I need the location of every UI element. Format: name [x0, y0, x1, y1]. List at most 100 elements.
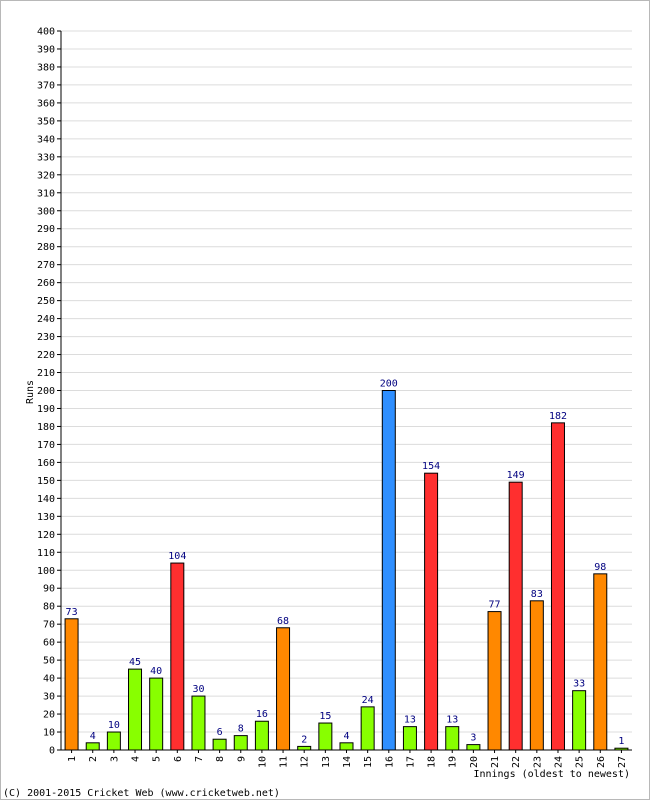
- bar-value-label: 13: [404, 715, 416, 726]
- x-axis-title: Innings (oldest to newest): [473, 769, 630, 780]
- bar-value-label: 16: [256, 709, 268, 720]
- y-tick-label: 190: [37, 404, 55, 415]
- x-tick-label: 22: [511, 756, 522, 768]
- bar: [212, 738, 227, 751]
- y-tick-label: 130: [37, 512, 55, 523]
- bar: [64, 618, 79, 751]
- y-tick-label: 230: [37, 332, 55, 343]
- bar-value-label: 182: [549, 411, 567, 422]
- x-tick-label: 13: [321, 756, 332, 768]
- y-tick-label: 330: [37, 152, 55, 163]
- y-tick-label: 50: [43, 656, 55, 667]
- x-tick-label: 3: [109, 756, 120, 762]
- bar: [593, 573, 608, 751]
- x-tick-label: 19: [448, 756, 459, 768]
- bars: [64, 390, 629, 751]
- y-tick-label: 160: [37, 458, 55, 469]
- y-tick-label: 290: [37, 224, 55, 235]
- bar: [191, 695, 206, 751]
- bar-value-label: 68: [277, 616, 289, 627]
- y-axis-ticks: 0 10 20 30 40 50 60 70 80 90 100 110 120 130 140 150 160…: [37, 27, 61, 757]
- bar-value-label: 33: [573, 679, 585, 690]
- bar-value-label: 30: [192, 684, 204, 695]
- y-tick-label: 70: [43, 620, 55, 631]
- x-tick-label: 6: [173, 756, 184, 762]
- x-tick-label: 1: [67, 756, 78, 762]
- y-tick-label: 400: [37, 27, 55, 38]
- bar-value-label: 154: [422, 461, 440, 472]
- bar-value-label: 13: [446, 715, 458, 726]
- bar-value-label: 3: [470, 733, 476, 744]
- y-tick-label: 350: [37, 116, 55, 127]
- y-tick-label: 20: [43, 710, 55, 721]
- x-tick-label: 24: [553, 756, 564, 768]
- bar-value-label: 77: [489, 600, 501, 611]
- x-axis-ticks: 1 2 3 4 5 6 7 8 9 10 11 12 13 14 15 16 17 18 19 20 21 22 23 24 2…: [67, 750, 628, 768]
- bar-value-label: 104: [168, 551, 186, 562]
- bar: [424, 472, 439, 751]
- x-tick-label: 11: [279, 756, 290, 768]
- y-tick-label: 390: [37, 44, 55, 55]
- bar: [85, 742, 100, 751]
- x-tick-label: 27: [617, 756, 628, 768]
- y-tick-label: 140: [37, 494, 55, 505]
- y-tick-label: 100: [37, 566, 55, 577]
- x-tick-label: 15: [363, 756, 374, 768]
- bar: [508, 481, 523, 751]
- y-tick-label: 250: [37, 296, 55, 307]
- x-tick-label: 16: [384, 756, 395, 768]
- y-tick-label: 180: [37, 422, 55, 433]
- y-tick-label: 320: [37, 170, 55, 181]
- bar-value-label: 4: [90, 731, 96, 742]
- bar-value-label: 15: [319, 711, 331, 722]
- bar: [339, 742, 354, 751]
- bar: [128, 668, 143, 751]
- bar: [487, 611, 502, 751]
- y-tick-label: 40: [43, 674, 55, 685]
- bar-value-label: 83: [531, 589, 543, 600]
- y-tick-label: 370: [37, 80, 55, 91]
- y-tick-label: 310: [37, 188, 55, 199]
- bar-value-label: 2: [301, 734, 307, 745]
- y-axis-title: Runs: [25, 380, 36, 404]
- bar: [360, 706, 375, 751]
- x-tick-label: 7: [194, 756, 205, 762]
- bar-value-label: 149: [507, 470, 525, 481]
- y-tick-label: 200: [37, 386, 55, 397]
- y-tick-label: 340: [37, 134, 55, 145]
- bar: [381, 390, 396, 751]
- x-tick-label: 12: [300, 756, 311, 768]
- bar-value-label: 200: [380, 379, 398, 390]
- x-tick-label: 23: [532, 756, 543, 768]
- bar: [445, 726, 460, 751]
- bar: [550, 422, 565, 751]
- x-tick-label: 9: [236, 756, 247, 762]
- y-tick-label: 260: [37, 278, 55, 289]
- copyright-footer: (C) 2001-2015 Cricket Web (www.cricketwe…: [3, 788, 280, 799]
- bar: [402, 726, 417, 751]
- x-tick-label: 25: [575, 756, 586, 768]
- y-tick-label: 300: [37, 206, 55, 217]
- bar: [466, 744, 481, 751]
- y-tick-label: 270: [37, 260, 55, 271]
- bar-value-label: 73: [66, 607, 78, 618]
- bar-value-label: 8: [238, 724, 244, 735]
- bar-value-label: 1: [618, 736, 624, 747]
- x-tick-label: 5: [152, 756, 163, 762]
- x-tick-label: 2: [88, 756, 99, 762]
- y-tick-label: 220: [37, 350, 55, 361]
- x-tick-label: 18: [427, 756, 438, 768]
- y-tick-label: 30: [43, 692, 55, 703]
- x-tick-label: 10: [257, 756, 268, 768]
- bar: [106, 731, 121, 751]
- bar-value-label: 4: [343, 731, 349, 742]
- y-tick-label: 0: [49, 746, 55, 757]
- bar: [149, 677, 164, 751]
- x-tick-label: 8: [215, 756, 226, 762]
- bar: [297, 745, 312, 751]
- x-tick-label: 26: [596, 756, 607, 768]
- bar: [529, 600, 544, 751]
- bar: [572, 690, 587, 751]
- bar-value-label: 24: [362, 695, 374, 706]
